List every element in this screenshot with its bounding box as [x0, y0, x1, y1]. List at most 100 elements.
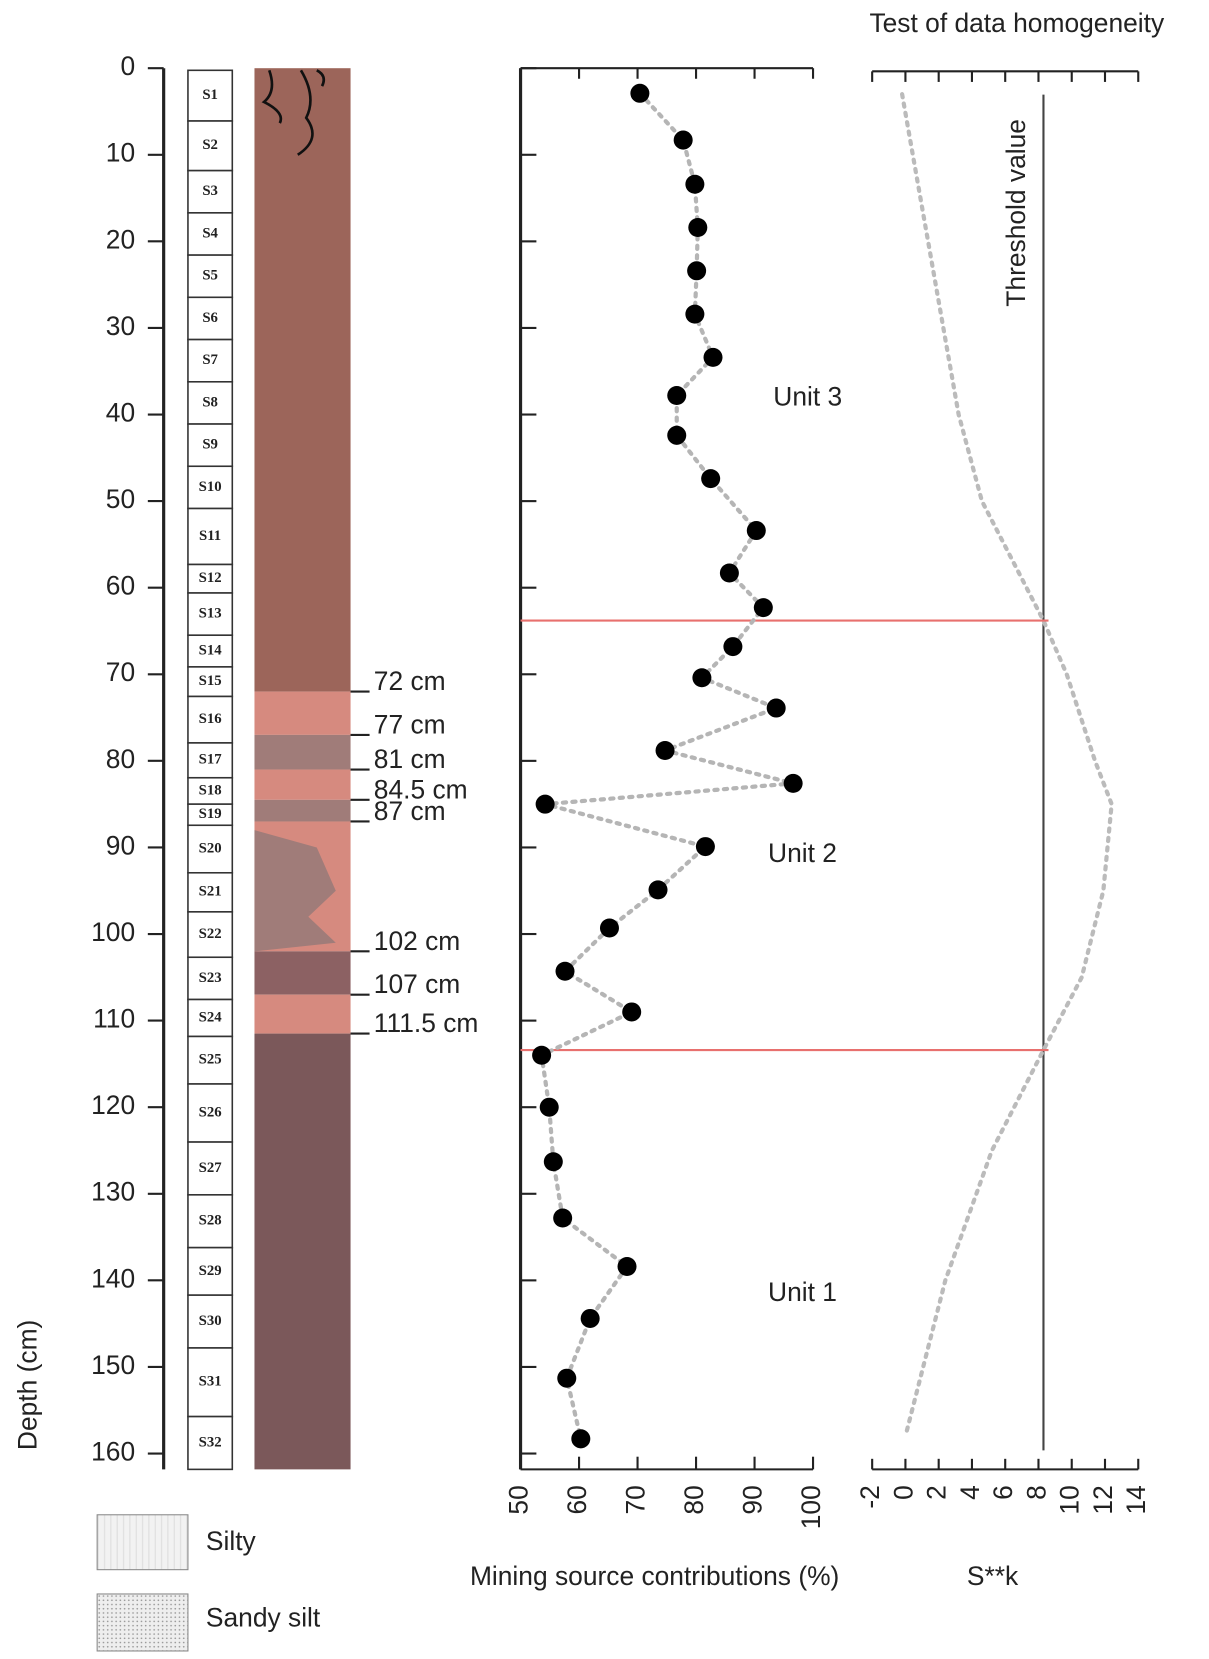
depth-label: 77 cm	[374, 709, 446, 739]
point	[599, 918, 619, 938]
x-tick-label: 100	[796, 1485, 826, 1529]
core-layer	[254, 769, 351, 800]
sample-box	[187, 563, 234, 594]
y-tick-label: 70	[106, 657, 135, 687]
sample-label: S25	[199, 1052, 222, 1068]
x-tick-label: 50	[504, 1485, 534, 1514]
point	[701, 469, 721, 489]
x-tick-label: 8	[1021, 1485, 1051, 1500]
sample-box	[187, 1347, 234, 1418]
depth-label: 87 cm	[374, 796, 446, 826]
sample-label: S15	[199, 673, 222, 689]
point	[685, 304, 705, 324]
sample-label: S11	[199, 528, 221, 544]
point	[695, 837, 715, 857]
point	[746, 521, 766, 541]
sample-label: S17	[199, 752, 223, 768]
sample-box	[187, 381, 234, 425]
depth-label: 72 cm	[374, 666, 446, 696]
legend-swatch	[96, 1593, 189, 1652]
unit-label: Unit 3	[773, 382, 842, 412]
sample-label: S27	[199, 1160, 223, 1176]
sample-box	[187, 120, 234, 172]
point	[667, 385, 687, 405]
sample-label: S21	[199, 884, 222, 900]
x-tick-label: 14	[1121, 1485, 1151, 1514]
point	[688, 218, 708, 238]
sample-label: S6	[202, 310, 218, 326]
sample-label: S14	[199, 642, 223, 658]
y-tick-label: 110	[93, 1004, 135, 1034]
point	[703, 347, 723, 367]
core-layer	[254, 691, 351, 735]
x-tick-label: 90	[738, 1485, 768, 1514]
point	[535, 794, 555, 814]
point	[630, 83, 650, 103]
point	[580, 1308, 600, 1328]
y-tick-label: 150	[91, 1350, 135, 1380]
y-tick-label: 80	[106, 744, 135, 774]
sample-label: S28	[199, 1213, 222, 1229]
x-tick-label: 70	[621, 1485, 651, 1514]
y-tick-label: 40	[106, 398, 135, 428]
x-axis-label: Mining source contributions (%)	[470, 1561, 839, 1591]
point	[766, 698, 786, 718]
y-tick-label: 60	[106, 571, 135, 601]
sample-label: S9	[202, 437, 218, 453]
x-axis-label: S**k	[967, 1561, 1019, 1591]
core-blob	[254, 830, 336, 952]
depth-label: 111.5 cm	[374, 1008, 479, 1038]
sample-box	[187, 1294, 234, 1349]
sample-box	[187, 212, 234, 256]
core-layer	[254, 734, 351, 770]
legend-swatch	[96, 1514, 189, 1571]
point	[539, 1097, 559, 1117]
sample-label: S30	[199, 1313, 222, 1329]
y-tick-label: 10	[106, 138, 135, 168]
y-tick-label: 100	[91, 917, 135, 947]
x-tick-label: 6	[988, 1485, 1018, 1500]
point	[532, 1045, 552, 1065]
sample-label: S26	[199, 1104, 222, 1120]
point	[557, 1368, 577, 1388]
x-tick-label: 4	[955, 1485, 985, 1500]
threshold-label: Threshold value	[1001, 119, 1031, 307]
y-tick-label: 120	[91, 1090, 135, 1120]
x-tick-label: 80	[679, 1485, 709, 1514]
sample-box	[187, 1141, 234, 1196]
depth-label: 81 cm	[374, 744, 446, 774]
point	[687, 261, 707, 281]
depth-label: 102 cm	[374, 926, 461, 956]
sample-label: S29	[199, 1263, 222, 1279]
sample-label: S7	[202, 352, 218, 368]
legend-label: Sandy silt	[206, 1602, 321, 1632]
point	[617, 1257, 637, 1277]
unit-label: Unit 1	[768, 1277, 837, 1307]
point	[622, 1002, 642, 1022]
sample-box	[187, 634, 234, 668]
y-tick-label: 90	[106, 830, 135, 860]
sample-box	[187, 666, 234, 698]
point	[571, 1429, 591, 1449]
y-tick-label: 20	[106, 224, 135, 254]
sample-box	[187, 169, 234, 214]
point	[553, 1208, 573, 1228]
point	[667, 425, 687, 445]
sample-label: S32	[199, 1434, 222, 1450]
panel-title: Test of data homogeneity	[869, 8, 1165, 38]
point	[783, 773, 803, 793]
y-tick-label: 140	[91, 1263, 135, 1293]
sample-label: S19	[199, 806, 222, 822]
point	[719, 563, 739, 583]
sample-label: S12	[199, 570, 222, 586]
depth-label: 107 cm	[374, 969, 461, 999]
y-axis-label: Depth (cm)	[13, 1320, 43, 1450]
point	[648, 880, 668, 900]
homogeneity-line	[899, 92, 1114, 1439]
core-layer	[254, 799, 351, 822]
sample-label: S24	[199, 1009, 223, 1025]
depth-label: 84.5 cm	[374, 774, 468, 804]
core-layer	[254, 1033, 351, 1470]
x-tick-label: 2	[922, 1485, 952, 1500]
